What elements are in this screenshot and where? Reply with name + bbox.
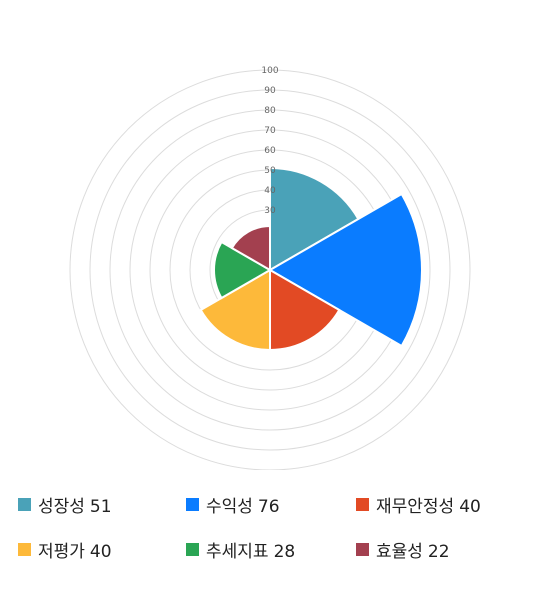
- legend-item-profitability[interactable]: 수익성 76: [186, 492, 280, 517]
- legend-item-growth[interactable]: 성장성 51: [18, 492, 112, 517]
- legend-swatch: [186, 497, 199, 511]
- grid-circle: [109, 109, 431, 431]
- tick-label-60: 60: [264, 146, 276, 156]
- tick-label-90: 90: [264, 86, 276, 96]
- legend-value: 22: [427, 541, 450, 562]
- tick-label-80: 80: [264, 106, 276, 116]
- legend-swatch: [356, 497, 369, 511]
- legend-label: 효율성: [376, 541, 423, 562]
- legend-swatch: [18, 497, 31, 511]
- legend-swatch: [356, 542, 369, 556]
- grid-circle: [69, 69, 471, 470]
- legend-value: 40: [459, 496, 481, 517]
- polar-area-chart: 30 40 50 60 70 80 90 100: [69, 66, 471, 470]
- tick-label-50: 50: [264, 166, 276, 176]
- legend-label: 수익성: [206, 496, 253, 517]
- sector-6[interactable]: [230, 224, 271, 272]
- chart-legend: 성장성 51 수익성 76 재무안정성 40 저평가 40 추세지표 28 효율성 22: [0, 480, 540, 580]
- legend-label: 재무안정성: [376, 496, 455, 517]
- sector-4[interactable]: [199, 268, 271, 352]
- legend-label: 성장성: [38, 496, 85, 517]
- sector-3[interactable]: [269, 268, 341, 352]
- legend-item-undervalued[interactable]: 저평가 40: [18, 537, 112, 562]
- legend-item-financial-stability[interactable]: 재무안정성 40: [356, 492, 481, 517]
- grid-circle: [89, 89, 451, 451]
- chart-canvas: 30 40 50 60 70 80 90 100: [69, 66, 471, 470]
- legend-value: 40: [89, 541, 112, 562]
- legend-label: 저평가: [38, 541, 85, 562]
- legend-value: 76: [257, 496, 280, 517]
- tick-label-30: 30: [264, 206, 276, 216]
- sector-1[interactable]: [269, 166, 360, 272]
- tick-label-40: 40: [264, 186, 276, 196]
- legend-swatch: [18, 542, 31, 556]
- legend-item-trend[interactable]: 추세지표 28: [186, 537, 296, 562]
- legend-value: 51: [89, 496, 112, 517]
- legend-value: 28: [273, 541, 296, 562]
- tick-label-70: 70: [264, 126, 276, 136]
- legend-label: 추세지표: [206, 541, 269, 562]
- sector-5[interactable]: [213, 240, 272, 300]
- tick-label-100: 100: [261, 66, 278, 76]
- legend-item-efficiency[interactable]: 효율성 22: [356, 537, 450, 562]
- sector-2[interactable]: [267, 192, 423, 348]
- legend-swatch: [186, 542, 199, 556]
